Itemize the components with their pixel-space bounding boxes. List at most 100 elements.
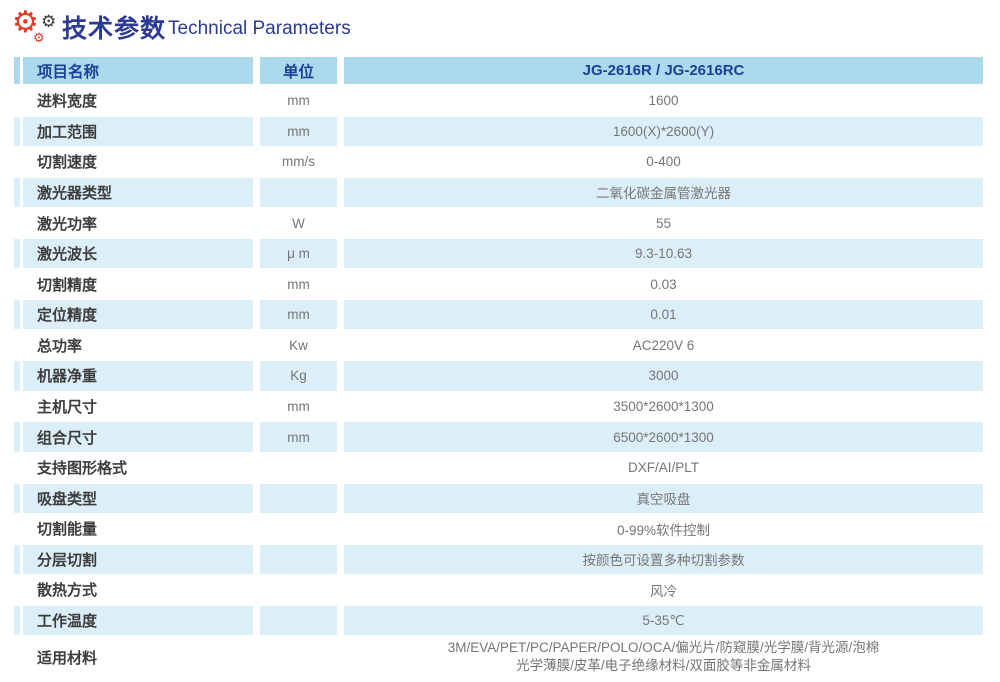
param-name: 吸盘类型 [23,483,253,513]
param-value: 真空吸盘 [344,483,983,513]
parameters-table: 项目名称 单位 JG-2616R / JG-2616RC 进料宽度 mm 1600 加… [14,57,983,680]
row-accent-strip [14,575,20,604]
table-row: 定位精度 mm 0.01 [14,300,983,330]
header-accent-strip [14,57,20,84]
row-accent-strip [14,238,20,269]
header-item-name: 项目名称 [23,57,253,84]
param-name: 激光功率 [37,215,98,233]
param-value: 0-400 [344,147,983,176]
param-value: 0.01 [344,300,983,330]
param-name: 适用材料 [37,649,98,667]
param-name: 散热方式 [37,582,98,600]
param-value: 1600(X)*2600(Y) [344,116,983,146]
gears-icon: ⚙ ⚙ ⚙ [12,6,62,48]
param-name: 支持图形格式 [37,460,128,478]
section-title-zh: 技术参数 [62,15,167,43]
param-unit: mm [260,422,337,452]
param-unit: Kg [260,361,337,391]
param-value: 风冷 [344,575,983,604]
param-name: 切割精度 [37,276,98,294]
param-value-line: 1600(X)*2600(Y) [612,123,715,139]
param-unit: Kw [289,337,308,353]
param-value: 5-35℃ [344,605,983,636]
row-accent-strip [14,208,20,237]
table-row: 切割速度 mm/s 0-400 [14,147,983,176]
row-accent-strip [14,300,20,330]
param-name: 切割速度 [37,154,98,172]
param-name: 激光器类型 [23,177,253,208]
header-unit: 单位 [260,57,337,84]
table-row: 支持图形格式 DXF/AI/PLT [14,453,983,482]
table-row: 激光波长 μ m 9.3-10.63 [14,238,983,269]
row-accent-strip [14,177,20,208]
gear-medium-icon: ⚙ [41,12,57,31]
param-name: 进料宽度 [37,93,98,111]
table-header-row: 项目名称 单位 JG-2616R / JG-2616RC [14,57,983,84]
table-body: 进料宽度 mm 1600 加工范围 mm 1600(X)*2600(Y) 切割速度 mm/s 0… [14,86,983,678]
table-row: 加工范围 mm 1600(X)*2600(Y) [14,116,983,146]
param-name: 机器净重 [23,361,253,391]
table-row: 激光器类型 二氧化碳金属管激光器 [14,177,983,208]
param-name: 切割能量 [37,521,98,539]
table-row: 散热方式 风冷 [14,575,983,604]
table-row: 进料宽度 mm 1600 [14,86,983,115]
param-unit [260,544,337,575]
param-name: 激光波长 [23,238,253,269]
param-value-line: 9.3-10.63 [634,246,693,262]
param-value: 3500*2600*1300 [344,392,983,421]
param-value: 二氧化碳金属管激光器 [344,177,983,208]
table-row: 机器净重 Kg 3000 [14,361,983,391]
table-row: 激光功率 W 55 [14,208,983,237]
table-row: 组合尺寸 mm 6500*2600*1300 [14,422,983,452]
param-unit: mm [287,276,310,292]
param-name: 分层切割 [23,544,253,575]
param-value-line: AC220V 6 [632,337,695,353]
param-unit [260,636,337,678]
param-unit: mm [287,93,310,109]
row-accent-strip [14,544,20,575]
row-accent-strip [14,269,20,298]
param-value: DXF/AI/PLT [344,453,983,482]
param-value-line: DXF/AI/PLT [627,460,699,476]
param-value: 9.3-10.63 [344,238,983,269]
param-unit [260,605,337,636]
param-unit: mm [287,398,310,414]
row-accent-strip [14,636,20,678]
param-value-line: 风冷 [650,583,677,599]
table-row: 切割精度 mm 0.03 [14,269,983,298]
row-accent-strip [14,361,20,391]
param-unit: mm [260,300,337,330]
param-value: AC220V 6 [344,331,983,360]
gear-large-icon: ⚙ [12,6,39,39]
table-row: 分层切割 按颜色可设置多种切割参数 [14,544,983,575]
param-value-line: 0-400 [646,154,681,170]
param-value-line: 5-35℃ [642,612,685,628]
param-name: 定位精度 [23,300,253,330]
row-accent-strip [14,422,20,452]
row-accent-strip [14,147,20,176]
param-value-line: 0-99%软件控制 [616,522,711,538]
row-accent-strip [14,483,20,513]
param-value-line: 按颜色可设置多种切割参数 [582,553,745,569]
table-row: 主机尺寸 mm 3500*2600*1300 [14,392,983,421]
row-accent-strip [14,453,20,482]
param-value-line: 3500*2600*1300 [613,398,714,414]
row-accent-strip [14,86,20,115]
param-value: 3000 [344,361,983,391]
param-unit [260,575,337,604]
param-unit: μ m [260,238,337,269]
table-row: 吸盘类型 真空吸盘 [14,483,983,513]
section-header: ⚙ ⚙ ⚙ 技术参数 Technical Parameters [12,4,351,50]
param-value: 3M/EVA/PET/PC/PAPER/POLO/OCA/偏光片/防窥膜/光学膜… [344,636,983,678]
table-row: 工作温度 5-35℃ [14,605,983,636]
table-row: 适用材料 3M/EVA/PET/PC/PAPER/POLO/OCA/偏光片/防窥膜… [14,636,983,678]
param-value: 0.03 [344,269,983,298]
param-unit: mm/s [282,154,315,170]
param-value: 0-99%软件控制 [344,514,983,543]
param-value-line: 二氧化碳金属管激光器 [596,186,731,202]
param-unit [260,514,337,543]
param-unit: W [292,215,305,231]
param-value-line: 光学薄膜/皮革/电子绝缘材料/双面胶等非金属材料 [516,658,811,674]
param-name: 主机尺寸 [37,398,98,416]
